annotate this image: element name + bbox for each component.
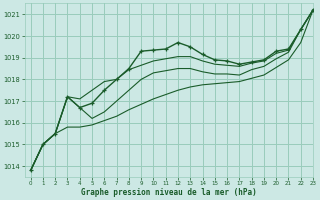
X-axis label: Graphe pression niveau de la mer (hPa): Graphe pression niveau de la mer (hPa) xyxy=(81,188,257,197)
